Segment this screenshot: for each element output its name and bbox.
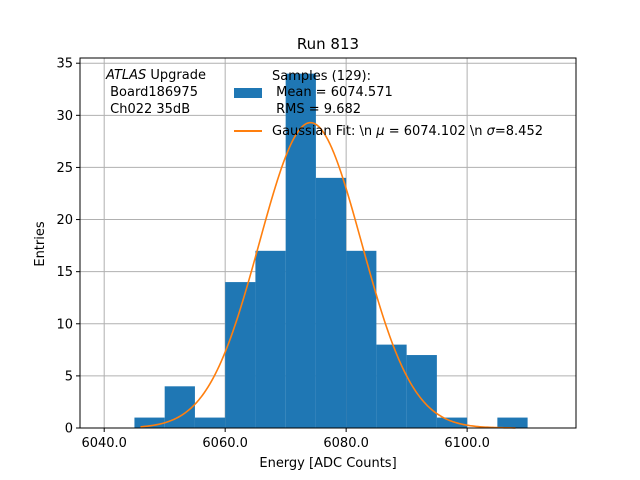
y-tick-label: 0 (65, 422, 73, 437)
y-tick-label: 10 (56, 317, 73, 332)
legend-samples-swatch (234, 88, 262, 98)
histogram-bar (406, 355, 437, 428)
x-tick-label: 6100.0 (444, 436, 490, 451)
histogram-bar (315, 177, 347, 428)
y-tick-label: 25 (56, 161, 73, 176)
x-tick-label: 6080.0 (323, 436, 369, 451)
legend-fit-label: Gaussian Fit: \n μ = 6074.102 \n σ=8.452 (272, 124, 543, 139)
atlas-label: ATLAS (105, 68, 146, 83)
legend-samples-label: Samples (129): (272, 69, 371, 84)
y-tick-label: 20 (56, 213, 73, 228)
axis-ticks: 6040.0 6060.0 6080.0 6100.0 0 5 10 15 20 25 30 35 (56, 57, 489, 451)
legend-fit-mu-symbol: μ (375, 124, 384, 139)
histogram-bar (376, 344, 407, 428)
gaussian-fit-layer (140, 121, 516, 429)
legend-mean-label: Mean = 6074.571 (272, 85, 393, 100)
histogram-bar (194, 417, 226, 428)
histogram-bar (255, 250, 286, 428)
gaussian-fit-curve (140, 121, 516, 429)
plot-frame (79, 57, 577, 429)
x-tick-label: 6040.0 (81, 436, 127, 451)
legend-fit-mu-value: = 6074.102 \n (385, 124, 487, 139)
y-tick-label: 30 (56, 109, 73, 124)
histogram-bar (497, 417, 528, 428)
x-tick-label: 6060.0 (202, 436, 248, 451)
svg-text:ATLAS Upgrade: ATLAS Upgrade (105, 68, 206, 83)
channel-label: Ch022 35dB (106, 102, 190, 117)
x-axis-label: Energy [ADC Counts] (259, 456, 396, 471)
legend-fit-sigma-value: =8.452 (495, 124, 543, 139)
board-label: Board186975 (106, 85, 198, 100)
upgrade-label: Upgrade (146, 68, 206, 83)
y-tick-label: 5 (65, 369, 73, 384)
atlas-annotation: ATLAS Upgrade Board186975 Ch022 35dB (105, 68, 206, 117)
y-tick-label: 35 (56, 57, 73, 72)
legend-fit-sigma-symbol: σ (487, 124, 496, 139)
histogram-bar (225, 282, 256, 428)
legend-fit-prefix: Gaussian Fit: \n (272, 124, 376, 139)
y-axis-label: Entries (33, 221, 48, 267)
chart-title: Run 813 (297, 35, 359, 53)
histogram-bar (134, 417, 165, 428)
histogram-bar (436, 417, 468, 428)
histogram-bar (285, 73, 316, 429)
legend-rms-label: RMS = 9.682 (272, 102, 361, 117)
legend: Samples (129): Mean = 6074.571 RMS = 9.6… (234, 69, 543, 139)
y-tick-label: 15 (56, 265, 73, 280)
histogram-bars (134, 73, 528, 429)
